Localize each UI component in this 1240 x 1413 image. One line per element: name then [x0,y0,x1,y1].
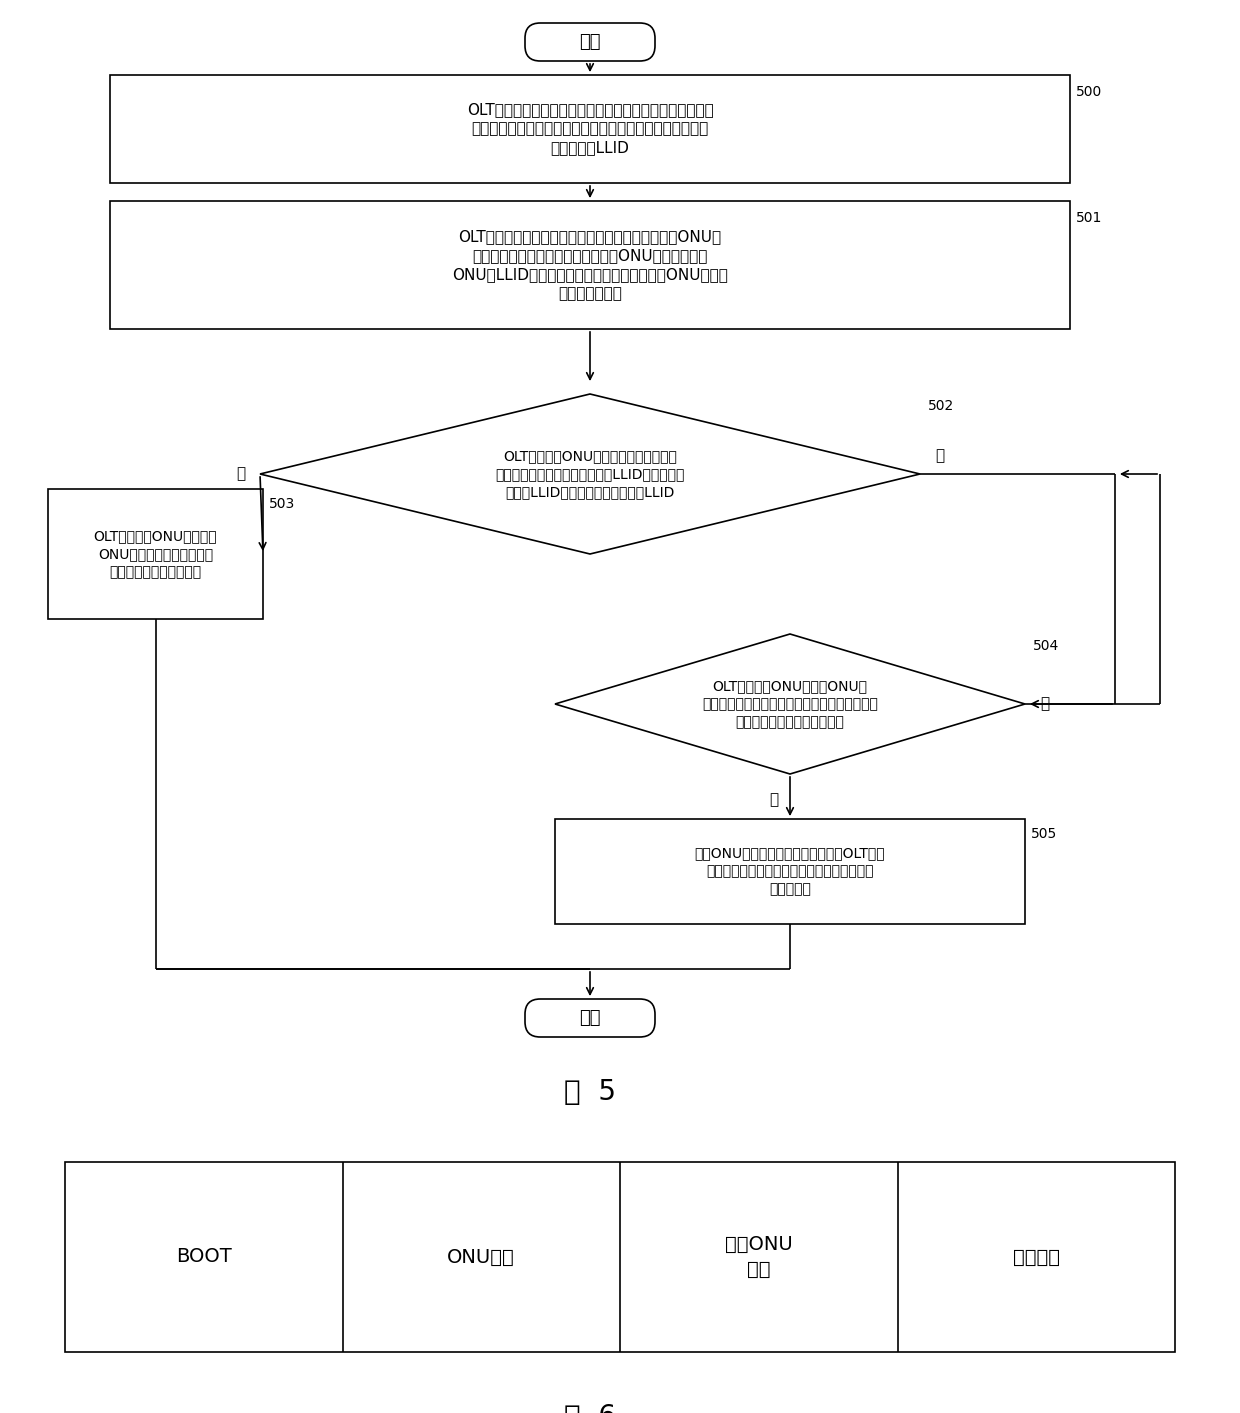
Text: 设置的LLID相同或者是否是为广播LLID: 设置的LLID相同或者是否是为广播LLID [506,485,675,499]
Text: 504: 504 [1033,639,1059,653]
Text: 是: 是 [935,448,944,463]
Text: 502: 502 [928,398,955,413]
Text: 广播完成后，通过点对点方式向目的ONU发送携带目的: 广播完成后，通过点对点方式向目的ONU发送携带目的 [472,249,708,263]
Text: 的多个所设置的下行报文: 的多个所设置的下行报文 [109,565,202,579]
Text: 备乍ONU
软件: 备乍ONU 软件 [725,1235,792,1279]
Text: 开始: 开始 [579,32,600,51]
Text: 空闲部分: 空闲部分 [1013,1248,1060,1266]
Text: ONU的LLID的通知升级报文，该报文通知目的ONU已将全: ONU的LLID的通知升级报文，该报文通知目的ONU已将全 [453,267,728,283]
Text: 501: 501 [1076,211,1102,225]
Text: 软件的信息: 软件的信息 [769,883,811,896]
Text: 回应报文，该报文中携带是否完整接收到升级: 回应报文，该报文中携带是否完整接收到升级 [707,865,874,879]
Text: 结束: 结束 [579,1009,600,1027]
Polygon shape [260,394,920,554]
Polygon shape [64,1161,1176,1352]
Text: OLT所管辖的ONU将判断通过广播接收到: OLT所管辖的ONU将判断通过广播接收到 [503,449,677,463]
Text: 500: 500 [1076,85,1102,99]
Text: 分分别封装在多个所设置的下行报文中，该多个所设置的下: 分分别封装在多个所设置的下行报文中，该多个所设置的下 [471,122,708,137]
Text: 503: 503 [269,497,295,512]
Text: BOOT: BOOT [176,1248,232,1266]
Text: ONU，不接收通过广播发送: ONU，不接收通过广播发送 [98,547,213,561]
FancyBboxPatch shape [525,23,655,61]
Text: OLT将升级软件拆分为若干个部分后，将所拆分的若干个部: OLT将升级软件拆分为若干个部分后，将所拆分的若干个部 [466,103,713,117]
Polygon shape [48,489,263,619]
Polygon shape [110,201,1070,329]
Text: 部升级软件广播: 部升级软件广播 [558,285,622,301]
Polygon shape [556,634,1025,774]
Polygon shape [556,820,1025,924]
Text: 判断是否接收到通知升级报文: 判断是否接收到通知升级报文 [735,715,844,729]
Text: 是: 是 [769,793,777,807]
Text: OLT将多个所设置的下行报文逐个广播给其所管辖的ONU，: OLT将多个所设置的下行报文逐个广播给其所管辖的ONU， [459,229,722,244]
Text: 行报文携带LLID: 行报文携带LLID [551,140,630,155]
Text: 通过广播依次接收到多个所设置的下行报文后，: 通过广播依次接收到多个所设置的下行报文后， [702,697,878,711]
Text: 505: 505 [1030,827,1058,841]
Text: 否: 否 [1040,697,1049,712]
Text: 图  6: 图 6 [564,1403,616,1413]
Text: 图  5: 图 5 [564,1078,616,1106]
Text: 的多个所设置的下行报文携带的LLID是否与自身: 的多个所设置的下行报文携带的LLID是否与自身 [495,468,684,480]
Text: 目的ONU接收到通知升级报文后，给OLT发送: 目的ONU接收到通知升级报文后，给OLT发送 [694,846,885,861]
FancyBboxPatch shape [525,999,655,1037]
Text: OLT所管辖的ONU是目的ONU，: OLT所管辖的ONU是目的ONU， [713,680,868,692]
Text: ONU软件: ONU软件 [448,1248,515,1266]
Text: 否: 否 [236,466,246,482]
Polygon shape [110,75,1070,184]
Text: OLT所管辖的ONU不是目的: OLT所管辖的ONU不是目的 [94,528,217,543]
